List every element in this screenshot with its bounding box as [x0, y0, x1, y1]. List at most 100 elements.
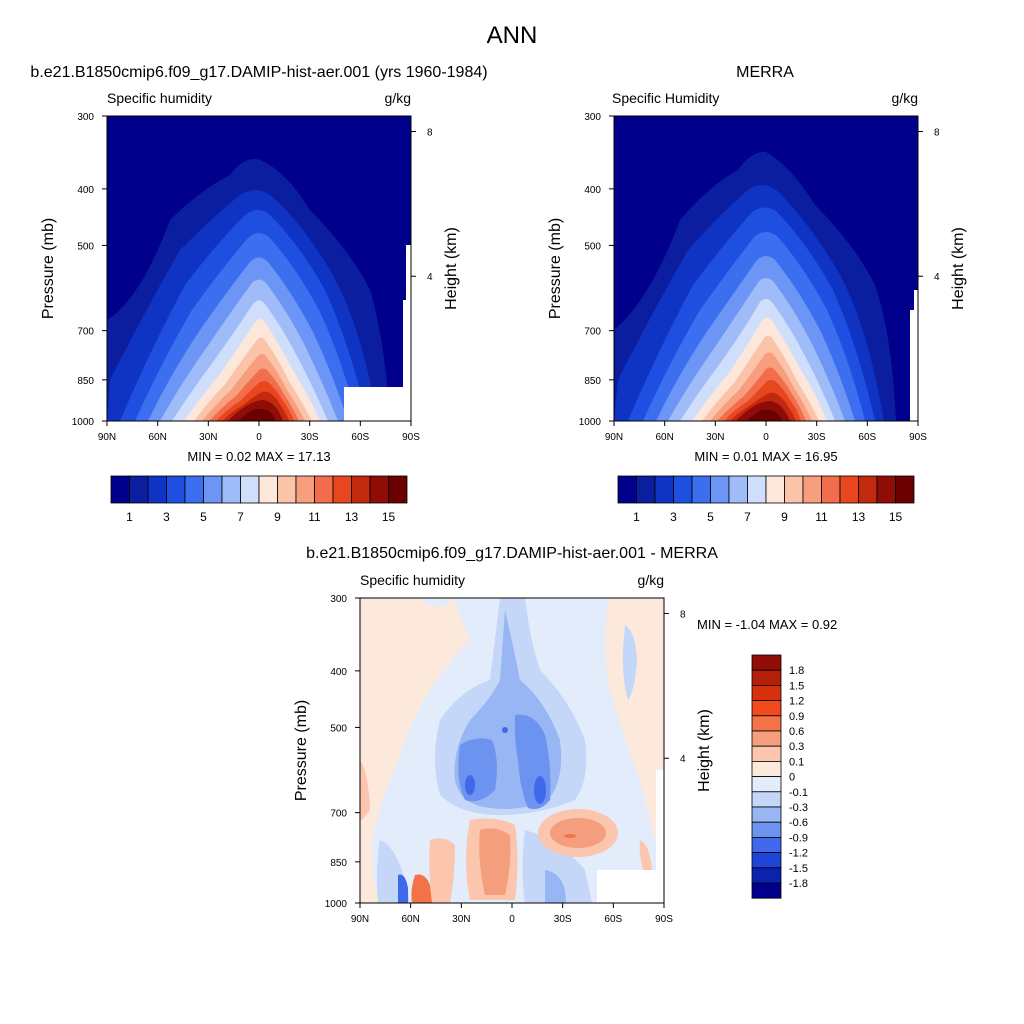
max-label: MAX = — [762, 449, 801, 464]
colorbar-label: 9 — [274, 510, 281, 524]
y-tick-label: 1000 — [72, 417, 95, 428]
colorbar-swatch — [654, 475, 674, 504]
colorbar-swatch — [351, 475, 371, 504]
colorbar-swatch — [184, 475, 204, 504]
panel-axes: 90N 60N 30N 0 30S 60S 90S 300 400 500 700 850 1000 8 4… — [293, 594, 837, 925]
colorbar-label: 1 — [126, 510, 133, 524]
x-tick-label: 0 — [509, 914, 515, 925]
colorbar-label: 1.2 — [789, 696, 804, 708]
y-axis-label: Pressure (mb) — [40, 218, 57, 319]
panel-diff: b.e21.B1850cmip6.f09_g17.DAMIP-hist-aer.… — [306, 545, 718, 904]
colorbar: 1.8 1.5 1.2 0.9 0.6 0.3 0.1 0 -0.1 -0.3 -0.6 -0.9 -1… — [751, 654, 808, 899]
colorbar-swatch — [636, 475, 656, 504]
colorbar-swatch — [166, 475, 186, 504]
colorbar-swatch — [751, 654, 782, 671]
y-right-tick-label: 8 — [934, 127, 940, 138]
colorbar-swatch — [895, 475, 915, 504]
colorbar-swatch — [221, 475, 241, 504]
colorbar-label: -1.5 — [789, 863, 808, 875]
left-label: Specific Humidity — [612, 90, 719, 106]
figure-title: ANN — [487, 22, 538, 49]
y-tick-label: 500 — [584, 241, 601, 252]
stats-text: MIN = -1.04 MAX = 0.92 — [697, 617, 837, 632]
x-tick-label: 30N — [199, 432, 217, 443]
colorbar-swatch — [277, 475, 297, 504]
colorbar-swatch — [751, 715, 782, 732]
contour-field — [107, 116, 411, 421]
x-tick-label: 0 — [763, 432, 769, 443]
colorbar-label: 11 — [308, 510, 321, 524]
colorbar-swatch — [751, 685, 782, 702]
stats-text: MIN = 0.02 MAX = 17.13 — [187, 449, 330, 464]
x-tick-label: 60S — [604, 914, 622, 925]
colorbar-label: -1.8 — [789, 878, 808, 890]
y-tick-label: 850 — [330, 858, 347, 869]
x-tick-label: 90S — [909, 432, 927, 443]
y-tick-label: 300 — [77, 112, 94, 123]
contour-field — [614, 116, 918, 421]
y-right-tick-label: 4 — [934, 272, 940, 283]
x-tick-label: 60S — [858, 432, 876, 443]
y-tick-label: 700 — [330, 809, 347, 820]
panel-title: b.e21.B1850cmip6.f09_g17.DAMIP-hist-aer.… — [30, 64, 487, 81]
colorbar-label: 13 — [852, 510, 866, 524]
colorbar-label: 3 — [163, 510, 170, 524]
min-value: -1.04 — [736, 617, 766, 632]
y-right-tick-label: 4 — [427, 272, 433, 283]
colorbar-label: 0.3 — [789, 741, 804, 753]
y-tick-label: 500 — [77, 241, 94, 252]
colorbar-swatch — [332, 475, 352, 504]
colorbar-label: 7 — [744, 510, 751, 524]
colorbar-swatch — [751, 745, 782, 762]
colorbar-label: 15 — [382, 510, 396, 524]
colorbar-swatch — [673, 475, 693, 504]
panel-axes: 90N 60N 30N 0 30S 60S 90S 300 400 500 700 850 1000 8 4… — [547, 112, 967, 464]
colorbar-swatch — [751, 761, 782, 778]
y-tick-label: 700 — [77, 327, 94, 338]
panel-model: b.e21.B1850cmip6.f09_g17.DAMIP-hist-aer.… — [30, 64, 488, 422]
y-tick-label: 700 — [584, 327, 601, 338]
colorbar-label: -0.1 — [789, 787, 808, 799]
x-tick-label: 60N — [401, 914, 419, 925]
colorbar-swatch — [751, 821, 782, 838]
colorbar-label: 11 — [815, 510, 828, 524]
stats-text: MIN = 0.01 MAX = 16.95 — [694, 449, 837, 464]
colorbar-swatch — [747, 475, 767, 504]
right-label: g/kg — [638, 572, 664, 588]
colorbar-swatch — [203, 475, 223, 504]
colorbar-swatch — [839, 475, 859, 504]
y-tick-label: 850 — [77, 376, 94, 387]
colorbar-swatch — [802, 475, 822, 504]
colorbar-label: 1.5 — [789, 680, 804, 692]
x-tick-label: 30S — [301, 432, 319, 443]
colorbar-swatch — [751, 837, 782, 854]
colorbar-label: 9 — [781, 510, 788, 524]
x-tick-label: 30S — [808, 432, 826, 443]
x-tick-label: 90N — [605, 432, 623, 443]
y-tick-label: 1000 — [325, 899, 348, 910]
colorbar-label: 15 — [889, 510, 903, 524]
colorbar-swatch — [295, 475, 315, 504]
y-tick-label: 400 — [330, 667, 347, 678]
colorbar-swatch — [710, 475, 730, 504]
max-value: 0.92 — [812, 617, 837, 632]
colorbar-swatch — [765, 475, 785, 504]
colorbar-swatch — [751, 852, 782, 869]
y-tick-label: 300 — [330, 594, 347, 605]
y-axis-right-label: Height (km) — [443, 227, 460, 310]
min-label: MIN = — [697, 617, 732, 632]
colorbar-swatch — [258, 475, 278, 504]
y-tick-label: 500 — [330, 723, 347, 734]
colorbar-label: -1.2 — [789, 848, 808, 860]
colorbar-label: 0.9 — [789, 711, 804, 723]
colorbar-label: 0 — [789, 772, 795, 784]
colorbar-swatch — [728, 475, 748, 504]
colorbar-swatch — [240, 475, 260, 504]
left-label: Specific humidity — [107, 90, 212, 106]
x-tick-label: 90N — [98, 432, 116, 443]
x-tick-label: 30N — [706, 432, 724, 443]
min-label: MIN = — [694, 449, 729, 464]
y-axis-label: Pressure (mb) — [547, 218, 564, 319]
min-value: 0.01 — [733, 449, 758, 464]
